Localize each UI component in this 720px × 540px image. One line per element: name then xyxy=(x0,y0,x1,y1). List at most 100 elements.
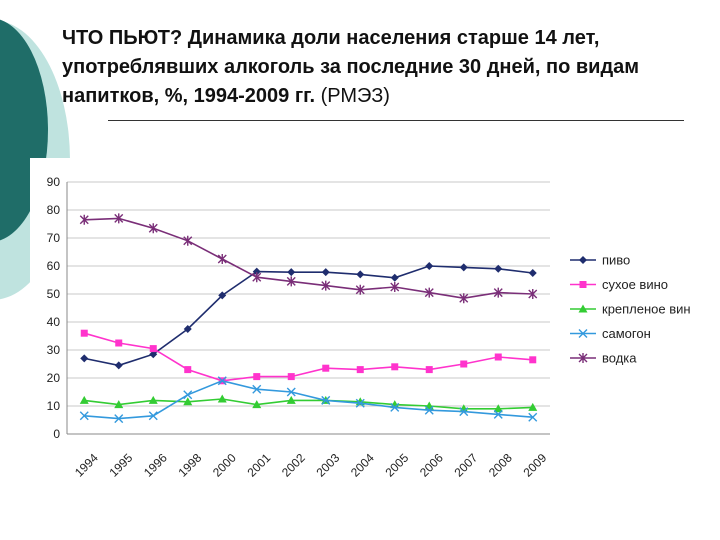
data-point xyxy=(218,291,227,300)
data-series xyxy=(79,213,538,424)
data-point xyxy=(579,281,587,288)
data-point xyxy=(183,397,193,406)
x-tick-label: 2005 xyxy=(383,451,412,480)
data-point xyxy=(390,282,400,292)
x-tick-label: 2006 xyxy=(417,451,446,480)
x-tick-label: 2008 xyxy=(486,451,515,480)
legend-item: пиво xyxy=(570,253,630,268)
data-point xyxy=(217,376,227,386)
data-point xyxy=(529,356,537,364)
series-сухое вино xyxy=(80,329,537,385)
data-point xyxy=(149,350,158,359)
data-point xyxy=(79,214,89,225)
data-point xyxy=(149,345,157,353)
data-point xyxy=(425,262,434,270)
series-line xyxy=(84,332,533,382)
chart-container: 0 10 20 30 40 50 60 70 80 90 1994 1995 1996 1998 2000… xyxy=(30,158,698,503)
data-point xyxy=(115,339,123,347)
legend-label: самогон xyxy=(602,326,651,341)
x-tick-label: 2001 xyxy=(245,451,274,480)
data-point xyxy=(493,287,503,298)
data-point xyxy=(424,405,434,415)
x-axis: 1994 1995 1996 1998 2000 2001 2002 2003 2004 2005… xyxy=(67,433,550,480)
series-водка xyxy=(79,213,538,304)
data-point xyxy=(321,395,331,405)
legend-label: пиво xyxy=(602,253,630,268)
data-point xyxy=(528,402,538,411)
gridlines xyxy=(67,181,550,435)
series-крепленое вино xyxy=(79,394,538,413)
data-point xyxy=(390,402,400,412)
line-chart: 0 10 20 30 40 50 60 70 80 90 1994 1995 1996 1998 2000… xyxy=(47,175,698,480)
x-tick-label: 2000 xyxy=(210,451,239,480)
legend: пиво сухое вино крепленое вино самогон водка xyxy=(570,253,698,366)
data-point xyxy=(183,390,193,400)
y-tick-label: 40 xyxy=(47,315,61,329)
x-tick-label: 2004 xyxy=(348,451,377,480)
legend-item: самогон xyxy=(570,326,651,341)
data-point xyxy=(252,384,262,394)
data-point xyxy=(148,411,158,421)
data-point xyxy=(183,235,193,246)
data-point xyxy=(286,276,296,287)
series-самогон xyxy=(79,376,538,424)
data-point xyxy=(494,353,502,361)
data-point xyxy=(579,256,587,264)
data-point xyxy=(114,414,124,424)
legend-label: водка xyxy=(602,351,637,366)
slide-title: ЧТО ПЬЮТ? Динамика доли населения старше… xyxy=(62,24,702,111)
data-point xyxy=(321,280,331,291)
series-line xyxy=(84,379,533,420)
data-point xyxy=(578,304,588,313)
data-point xyxy=(287,373,295,381)
legend-item: сухое вино xyxy=(570,277,668,292)
data-point xyxy=(355,284,365,295)
legend-label: сухое вино xyxy=(602,277,668,292)
data-point xyxy=(459,407,469,417)
data-point xyxy=(148,395,158,404)
y-tick-label: 0 xyxy=(53,427,60,441)
data-point xyxy=(217,254,227,264)
slide-title-source: (РМЭЗ) xyxy=(320,85,390,107)
legend-item: крепленое вино xyxy=(570,302,698,317)
y-axis: 0 10 20 30 40 50 60 70 80 90 xyxy=(47,175,68,441)
y-tick-label: 60 xyxy=(47,259,61,273)
data-point xyxy=(252,267,261,276)
x-tick-label: 1996 xyxy=(141,451,170,480)
y-tick-label: 20 xyxy=(47,371,61,385)
y-tick-label: 90 xyxy=(47,175,61,189)
data-point xyxy=(494,264,503,273)
data-point xyxy=(390,273,399,282)
series-пиво xyxy=(80,262,537,370)
data-point xyxy=(493,404,503,413)
data-point xyxy=(217,394,227,403)
data-point xyxy=(424,287,434,298)
x-tick-label: 1994 xyxy=(72,451,101,480)
data-point xyxy=(459,293,469,304)
slide-title-main: ЧТО ПЬЮТ? Динамика доли населения старше… xyxy=(62,27,640,107)
x-tick-label: 2003 xyxy=(314,451,343,480)
data-point xyxy=(79,395,89,404)
data-point xyxy=(253,373,261,381)
data-point xyxy=(286,395,296,404)
data-point xyxy=(578,353,588,363)
series-line xyxy=(84,398,533,410)
x-tick-label: 1998 xyxy=(176,451,205,480)
data-point xyxy=(79,411,89,421)
legend-item: водка xyxy=(570,351,637,366)
data-point xyxy=(114,213,124,224)
data-point xyxy=(184,366,192,374)
data-point xyxy=(114,400,124,409)
data-point xyxy=(80,354,89,363)
series-line xyxy=(84,217,533,300)
data-point xyxy=(252,272,262,283)
data-point xyxy=(459,263,468,272)
data-point xyxy=(356,270,365,279)
data-point xyxy=(356,366,364,374)
y-tick-label: 50 xyxy=(47,287,61,301)
data-point xyxy=(80,329,88,337)
data-point xyxy=(578,329,588,338)
y-tick-label: 80 xyxy=(47,203,61,217)
data-point xyxy=(355,398,365,408)
x-tick-label: 2002 xyxy=(279,451,308,480)
